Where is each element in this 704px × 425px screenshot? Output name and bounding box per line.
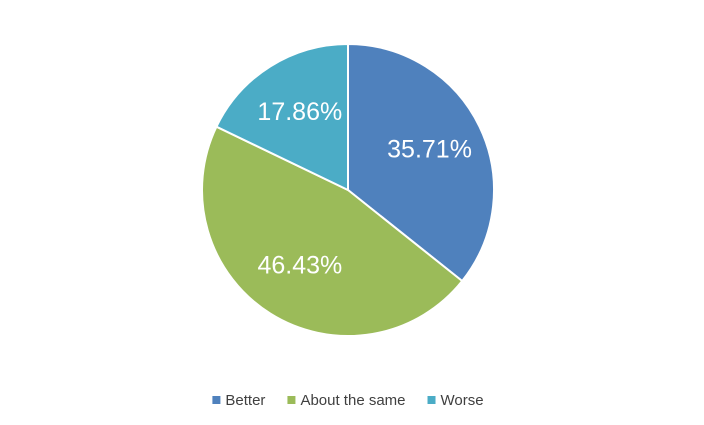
data-label: 17.86% (257, 98, 342, 126)
legend-label: About the same (300, 392, 405, 409)
pie-slice (215, 42, 349, 192)
pie-slice (347, 42, 495, 283)
data-label: 46.43% (257, 251, 342, 279)
legend-label: Better (225, 392, 265, 409)
legend-swatch (212, 396, 221, 404)
legend-swatch (427, 396, 436, 404)
legend-label: Worse (441, 392, 484, 409)
legend-swatch (287, 396, 296, 404)
legend: Better About the same Worse (212, 392, 484, 409)
data-label: 35.71% (387, 135, 472, 163)
pie-slice (201, 125, 464, 337)
